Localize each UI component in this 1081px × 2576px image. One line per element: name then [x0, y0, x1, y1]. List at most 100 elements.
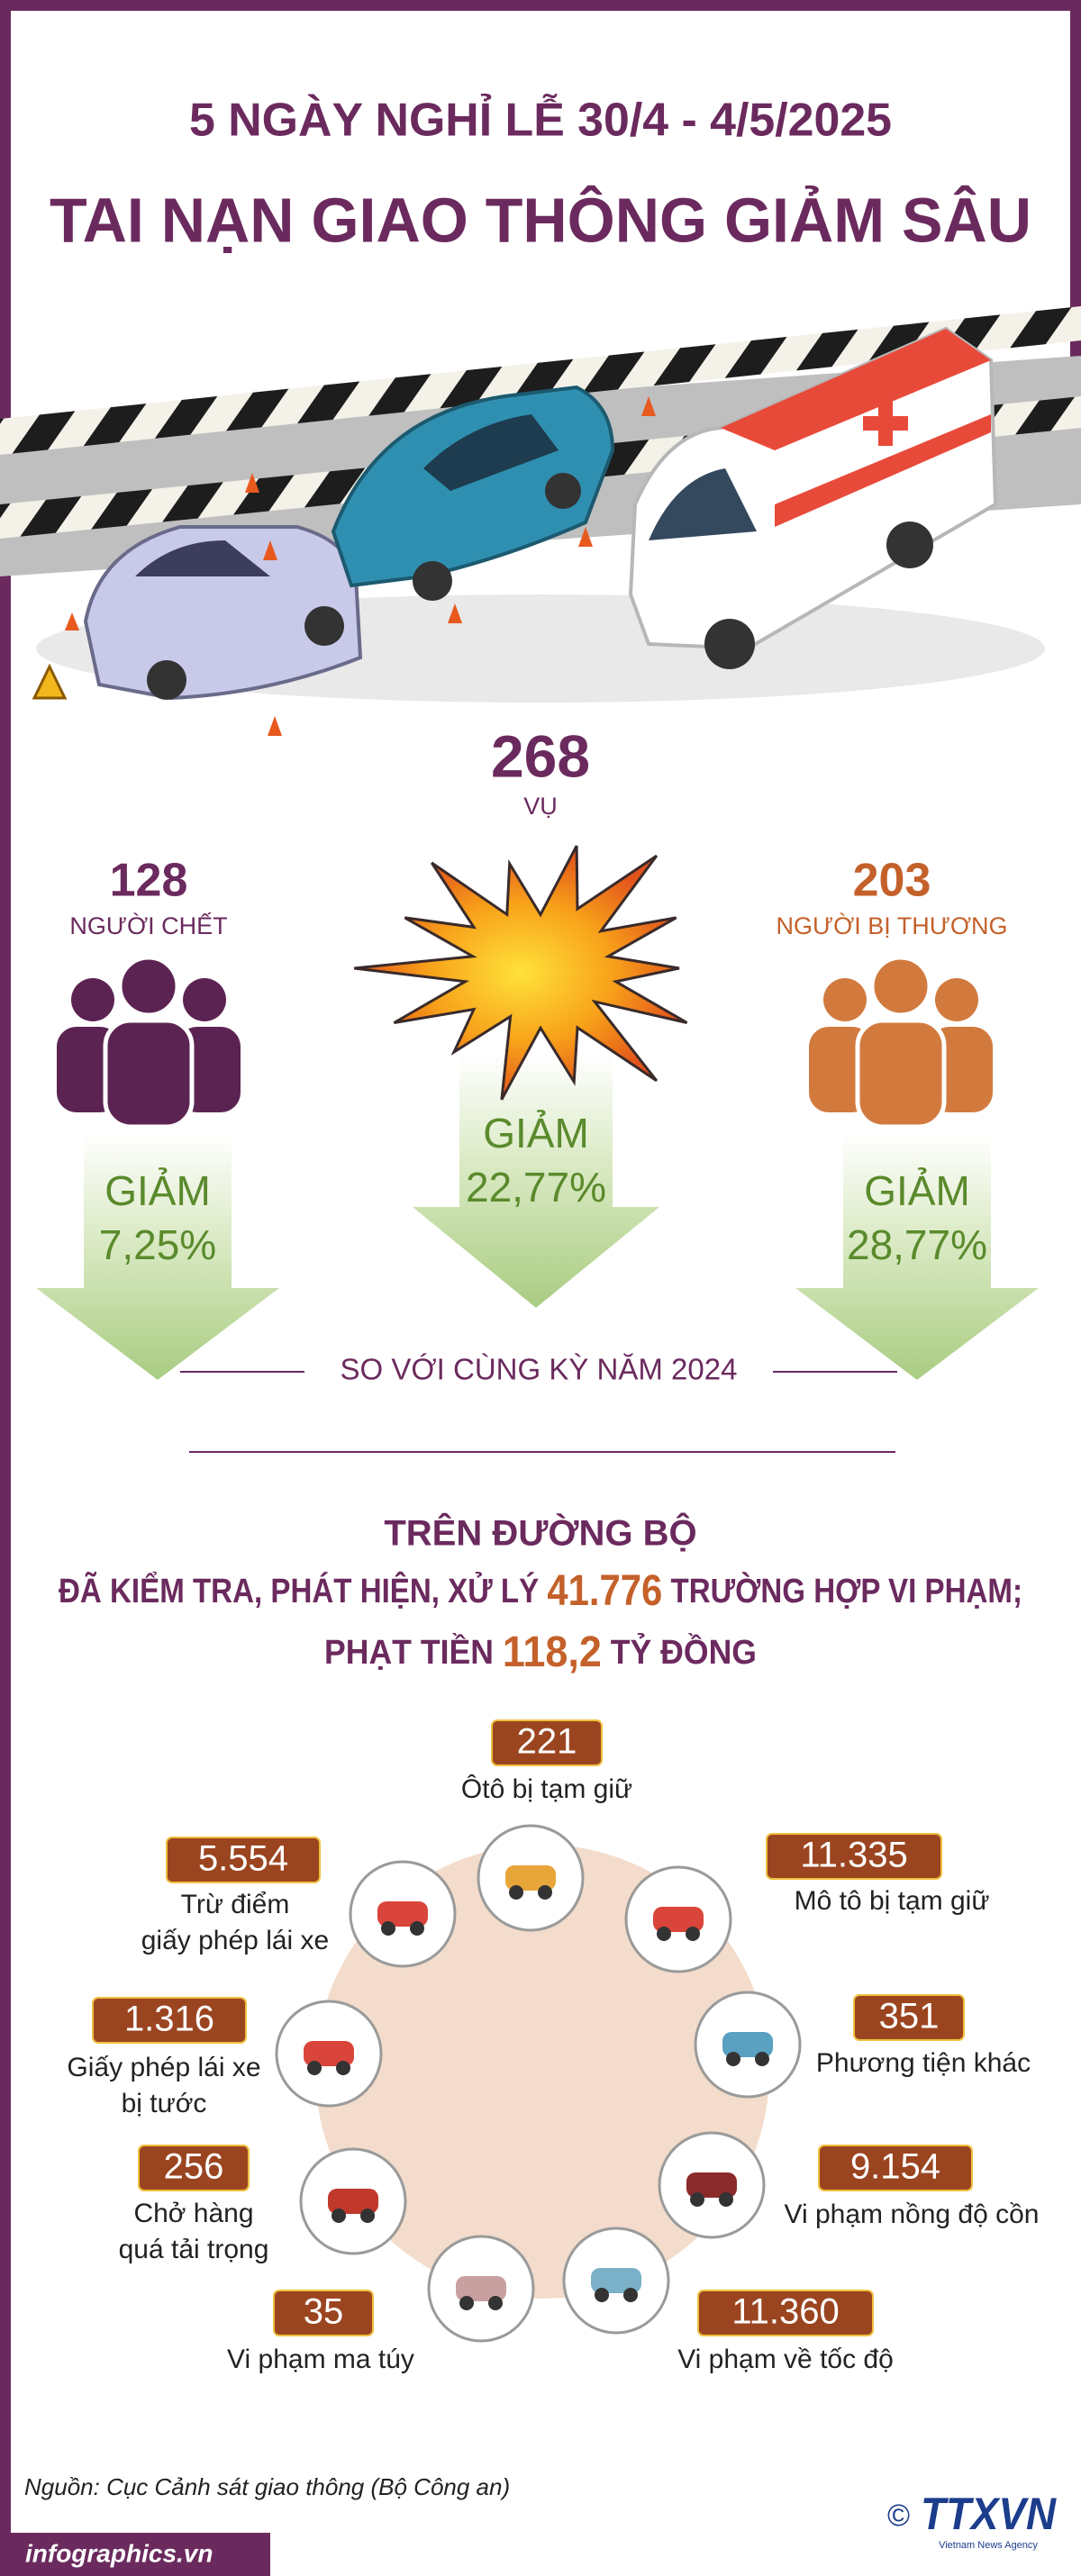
summary-text: TRƯỜNG HỢP VI PHẠM; [671, 1571, 1022, 1610]
violation-item: 11.360 Vi phạm về tốc độ [562, 2227, 894, 2374]
title: TAI NẠN GIAO THÔNG GIẢM SÂU [50, 184, 1031, 255]
stat-value: 128 [110, 855, 188, 907]
people-icon [57, 955, 241, 1129]
item-label: quá tải trọng [119, 2235, 269, 2264]
icon-glyph [722, 2032, 773, 2057]
person-head [869, 955, 932, 1018]
accident-illustration-part [65, 612, 79, 630]
person-head [117, 955, 180, 1018]
item-label: Phương tiện khác [816, 2048, 1031, 2078]
change-value: 28,77% [847, 1221, 987, 1268]
item-label: Vi phạm nồng độ cồn [785, 2200, 1040, 2229]
summary-number: 41.776 [547, 1567, 662, 1615]
value-box [166, 1837, 321, 1883]
value-box [273, 2290, 374, 2336]
site: infographics.vn [25, 2539, 213, 2567]
icon-glyph [623, 2288, 638, 2302]
violation-item: 1.316 Giấy phép lái xe bị tước [67, 1997, 383, 2118]
icon-glyph [328, 2189, 378, 2214]
decrease-arrow [413, 1054, 659, 1308]
subtitle: 5 NGÀY NGHỈ LỄ 30/4 - 4/5/2025 [189, 94, 892, 147]
accident-illustration-part [649, 468, 757, 540]
copyright: © [887, 2499, 910, 2533]
violation-item: 351 Phương tiện khác [694, 1991, 1031, 2099]
item-value: 5.554 [198, 1839, 288, 1879]
icon-glyph [726, 2052, 740, 2066]
accident-illustration-part [641, 396, 656, 416]
violation-item: 11.335 Mô tô bị tạm giữ [624, 1833, 989, 1973]
icon-glyph [538, 1885, 552, 1900]
person-head [935, 978, 978, 1021]
summary-text: PHẠT TIỀN [324, 1632, 494, 1672]
value-box [697, 2290, 874, 2336]
item-value: 221 [517, 1722, 577, 1762]
item-value: 1.316 [124, 2000, 214, 2039]
icon-glyph [459, 2296, 474, 2310]
accident-illustration-part [0, 306, 1081, 455]
violation-item: 221 Ôtô bị tạm giữ [461, 1719, 632, 1932]
accident-illustration [0, 306, 1081, 736]
summary-line: ĐÃ KIỂM TRA, PHÁT HIỆN, XỬ LÝ 41.776 TRƯ… [59, 1567, 1022, 1615]
change-value: 22,77% [466, 1164, 606, 1211]
value-box [92, 1997, 247, 2044]
frame-part [0, 0, 11, 2576]
accident-illustration-part [545, 473, 581, 509]
stat-label: VỤ [523, 793, 558, 820]
person-body [103, 1018, 195, 1129]
item-label: Vi phạm ma túy [227, 2345, 414, 2374]
logo: TTXVN [921, 2489, 1057, 2539]
accident-illustration-part [147, 660, 186, 700]
icon-glyph [595, 2288, 609, 2302]
site-bar [0, 2533, 270, 2576]
person-body [855, 1018, 947, 1129]
person-head [823, 978, 867, 1021]
icon-glyph [591, 2268, 641, 2293]
person-head [71, 978, 114, 1021]
stat-value: 268 [491, 722, 590, 789]
item-label: Vi phạm về tốc độ [677, 2345, 894, 2374]
agency: Vietnam News Agency [939, 2540, 1038, 2551]
icon-glyph [690, 2192, 704, 2207]
item-value: 256 [164, 2147, 224, 2187]
icon-glyph [488, 2296, 503, 2310]
change-label: GIẢM [104, 1167, 211, 1214]
value-box [491, 1719, 603, 1766]
item-value: 351 [879, 1997, 940, 2036]
icon-glyph [307, 2061, 322, 2075]
summary-line: PHẠT TIỀN 118,2 TỶ ĐỒNG [324, 1628, 757, 1676]
summary-number: 118,2 [503, 1628, 602, 1676]
source: Nguồn: Cục Cảnh sát giao thông (Bộ Công … [24, 2473, 510, 2500]
icon-glyph [686, 1927, 700, 1941]
accident-illustration-part [886, 522, 933, 568]
icon-glyph [360, 2209, 375, 2223]
frame-part [0, 0, 1081, 11]
icon-glyph [456, 2276, 506, 2301]
change-label: GIẢM [864, 1167, 970, 1214]
item-label: Trừ điểm [181, 1890, 290, 1919]
icon-glyph [304, 2041, 354, 2066]
item-label: Ôtô bị tạm giữ [461, 1773, 632, 1804]
accident-illustration-part [775, 414, 991, 527]
item-value: 11.360 [731, 2292, 839, 2332]
accident-illustration-part [268, 716, 282, 736]
summary-text: ĐÃ KIỂM TRA, PHÁT HIỆN, XỬ LÝ [59, 1570, 539, 1610]
accident-illustration-part [704, 619, 755, 669]
accident-illustration-part [578, 527, 593, 547]
explosion-icon [354, 845, 688, 1101]
icon-glyph [410, 1921, 424, 1936]
icon-glyph [657, 1927, 671, 1941]
accident-illustration-part [263, 540, 277, 560]
accident-illustration-part [448, 603, 462, 623]
stat-value: 203 [853, 855, 931, 907]
comparison-note: SO VỚI CÙNG KỲ NĂM 2024 [341, 1353, 738, 1386]
accident-illustration-part [32, 663, 68, 700]
stat-label: NGƯỜI CHẾT [69, 912, 227, 939]
value-box [818, 2145, 973, 2191]
item-label: Chở hàng [133, 2199, 253, 2228]
person-head [183, 978, 226, 1021]
accident-illustration-part [135, 540, 270, 576]
item-value: 11.335 [800, 1836, 907, 1875]
accident-illustration-part [863, 416, 908, 431]
icon-glyph [686, 2172, 737, 2198]
